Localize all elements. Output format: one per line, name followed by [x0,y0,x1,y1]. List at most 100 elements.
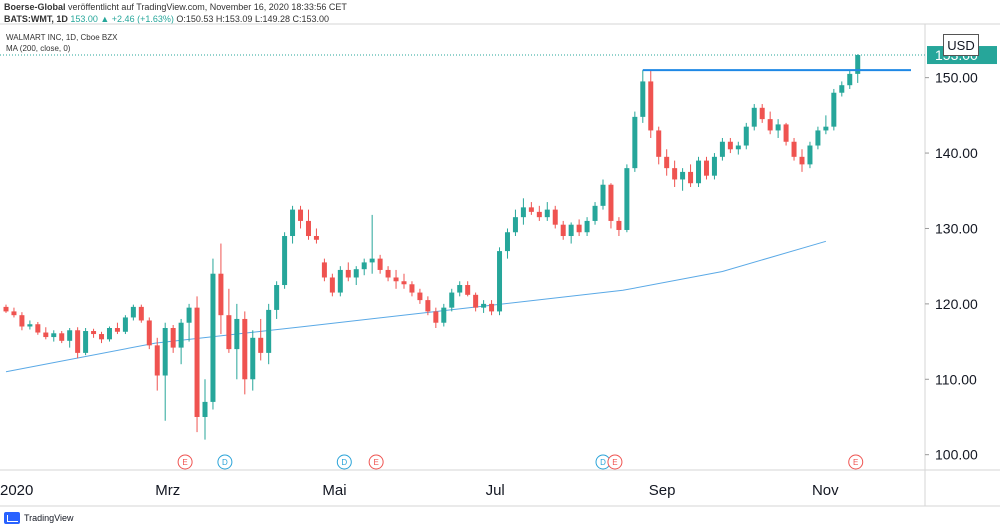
y-tick-label: 130.00 [935,220,978,236]
y-tick-label: 150.00 [935,70,978,86]
price-axis[interactable]: 100.00110.00120.00130.00140.00150.00153.… [925,46,997,463]
candle-body [568,224,574,237]
low-value: L:149.28 [254,14,290,24]
x-tick-label: Mrz [155,482,180,499]
candle [624,164,630,233]
tradingview-icon [4,512,20,524]
plot-area[interactable] [0,24,925,470]
high-value: H:153.09 [215,14,253,24]
candle-body [170,328,176,348]
candle-body [640,81,646,117]
candle-body [520,207,526,218]
candle [226,288,232,353]
candle-body [751,107,757,127]
candle-body [11,311,17,316]
candle-body [648,81,654,131]
candle [35,321,41,335]
candle-body [154,345,160,376]
candle [536,205,542,221]
candle-body [122,317,128,332]
chart-title: WALMART INC, 1D, Cboe BZX [6,33,118,42]
candle-body [329,277,335,293]
candle-body [210,273,216,402]
close-value: C:153.00 [292,14,330,24]
x-tick-label: Mai [322,482,346,499]
candle-body [727,141,733,150]
candle-body [99,334,105,340]
candle [321,258,327,282]
candle-body [51,333,57,338]
dividend-marker[interactable]: D [336,454,352,470]
candle [27,320,33,330]
candle [329,273,335,297]
candle-body [767,119,773,131]
event-circle [607,454,623,470]
candle [67,328,73,348]
candle-body [584,220,590,233]
candle [767,111,773,135]
candle [417,288,423,304]
candle-body [194,307,200,417]
candle-body [743,126,749,146]
candle [170,324,176,353]
candle-body [162,328,168,376]
candle [512,209,518,237]
candle [11,307,17,318]
candle [305,209,311,240]
candle [520,198,526,225]
candle [600,179,606,210]
dividend-marker[interactable]: D [217,454,233,470]
candle [146,317,152,350]
candle-body [441,307,447,323]
overlay-layer [0,54,925,72]
candle [552,205,558,229]
candle-body [321,262,327,278]
candle-body [592,205,598,221]
candle-body [823,126,829,131]
earnings-marker[interactable]: E [368,454,384,470]
price-change: ▲ +2.46 (+1.63%) [100,14,174,24]
candle [393,269,399,289]
candle [425,296,431,316]
candle-body [632,116,638,169]
candle [186,303,192,342]
candle-body [313,236,319,240]
candle [138,304,144,323]
tradingview-logo[interactable]: TradingView [4,512,74,524]
candle-body [775,124,781,131]
candle-body [19,315,25,327]
chart-legend: WALMART INC, 1D, Cboe BZX MA (200, close… [6,32,117,54]
symbol-info: BATS:WMT, 1D 153.00 ▲ +2.46 (+1.63%) O:1… [4,14,329,24]
candle [210,258,216,410]
candle-body [27,324,33,327]
earnings-marker[interactable]: E [848,454,864,470]
candle [576,219,582,237]
candle-body [608,184,614,221]
event-letter: D [341,458,347,467]
candle-body [847,73,853,86]
candle-body [59,333,65,341]
x-tick-label: Nov [812,482,839,499]
candle-body [75,330,81,353]
candle [759,104,765,123]
candle-body [560,224,566,237]
x-tick-label: Sep [649,482,676,499]
candle [401,273,407,289]
candle [823,115,829,135]
earnings-marker[interactable]: E [177,454,193,470]
candles-layer [3,54,861,440]
earnings-marker[interactable]: E [607,454,623,470]
time-axis[interactable]: 2020 Mrz Mai Jul Sep Nov [0,482,839,499]
candle-body [481,303,487,308]
candle [377,254,383,274]
candle [775,119,781,138]
candle-body [202,401,208,417]
candle-body [512,217,518,233]
currency-label[interactable]: USD [943,34,979,56]
candle-body [178,322,184,348]
event-circle [336,454,352,470]
candle [345,262,351,282]
ma-label[interactable]: MA (200, close, 0) [6,44,71,53]
candle-body [719,141,725,157]
